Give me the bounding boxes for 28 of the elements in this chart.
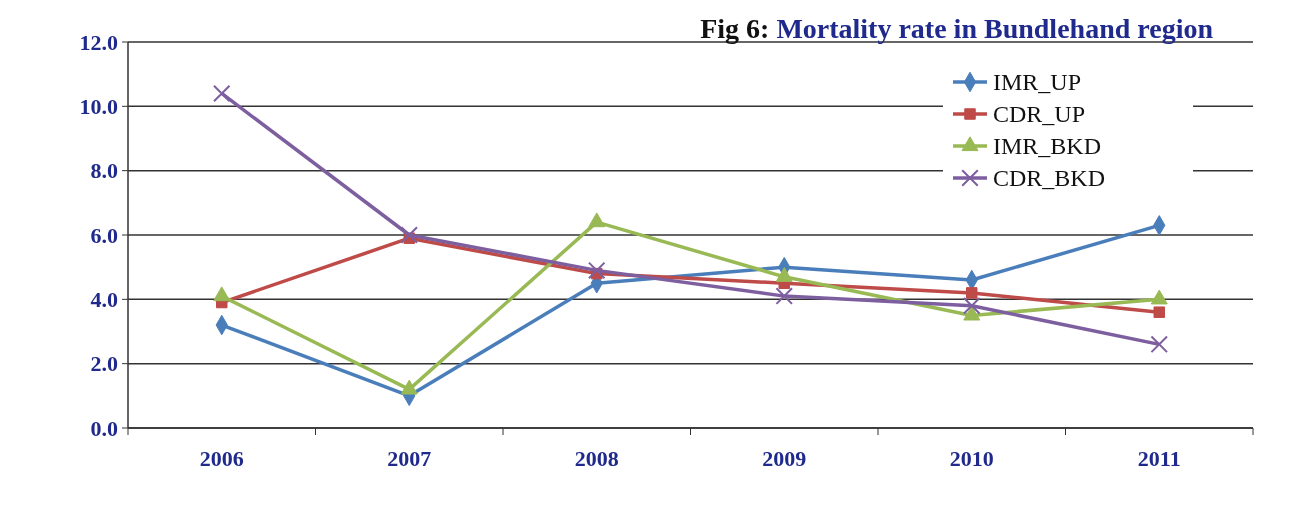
y-tick-label: 6.0 [90, 222, 118, 248]
point [588, 212, 606, 228]
point [962, 296, 981, 315]
x-tick-label: 2009 [762, 446, 807, 471]
legend-label: CDR_UP [993, 101, 1086, 128]
legend-label: IMR_BKD [993, 133, 1102, 160]
x-tick-label: 2010 [949, 446, 994, 471]
point [587, 261, 606, 280]
point [1150, 335, 1169, 354]
point [213, 286, 231, 302]
x-tick-label: 2011 [1137, 446, 1181, 471]
point [966, 287, 978, 299]
y-tick-label: 8.0 [90, 158, 118, 184]
chart-title: Fig 6: Mortality rate in Bundlehand region [700, 13, 1214, 44]
y-tick-label: 0.0 [90, 415, 118, 441]
x-tick-label: 2008 [574, 446, 619, 471]
x-tick-label: 2006 [199, 446, 244, 471]
legend-label: CDR_BKD [993, 165, 1106, 192]
y-tick-label: 12.0 [79, 29, 118, 55]
y-tick-label: 4.0 [90, 287, 118, 313]
y-tick-label: 10.0 [79, 94, 118, 120]
y-tick-label: 2.0 [90, 351, 118, 377]
point [1153, 306, 1165, 318]
point [775, 287, 794, 305]
legend-label: IMR_UP [993, 69, 1082, 96]
point [212, 84, 231, 103]
point [400, 226, 419, 244]
x-tick-label: 2007 [387, 446, 432, 471]
